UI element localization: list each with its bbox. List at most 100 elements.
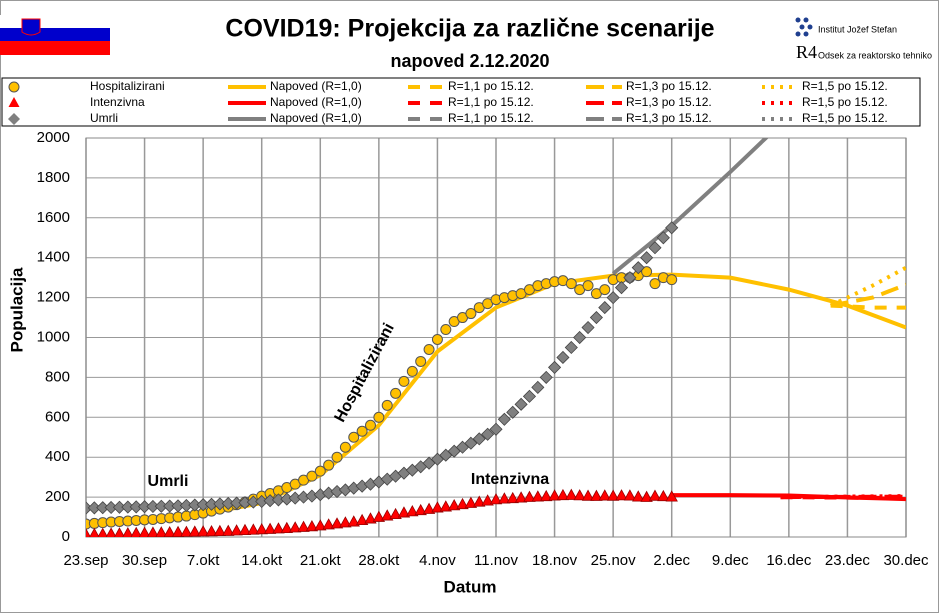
- marker: [498, 492, 511, 504]
- legend-label: Napoved (R=1,0): [270, 79, 362, 93]
- marker: [522, 389, 537, 403]
- marker: [631, 261, 645, 275]
- marker: [565, 488, 578, 500]
- x-tick-label: 11.nov: [474, 552, 518, 569]
- marker: [138, 526, 151, 537]
- legend-label: Intenzivna: [90, 95, 145, 109]
- x-tick-label: 2.dec: [653, 552, 690, 569]
- marker: [556, 488, 570, 501]
- marker: [89, 527, 100, 537]
- marker: [364, 512, 377, 524]
- marker: [539, 370, 553, 384]
- marker: [330, 517, 344, 529]
- legend-label: R=1,3 po 15.12.: [626, 111, 712, 125]
- marker: [272, 522, 285, 534]
- marker: [548, 489, 561, 501]
- x-tick-label: 16.dec: [766, 552, 812, 569]
- marker: [641, 266, 653, 278]
- marker: [381, 399, 393, 411]
- annotation: Umrli: [148, 473, 189, 490]
- marker: [665, 221, 679, 235]
- marker: [640, 490, 653, 502]
- marker: [623, 271, 637, 285]
- chart-subtitle: napoved 2.12.2020: [390, 51, 549, 71]
- marker: [581, 320, 595, 335]
- marker: [356, 425, 368, 437]
- marker: [523, 490, 536, 502]
- marker: [531, 490, 545, 502]
- marker: [289, 521, 302, 533]
- marker: [514, 491, 528, 503]
- x-tick-label: 9.dec: [712, 552, 749, 569]
- marker: [623, 489, 637, 501]
- marker: [398, 375, 410, 387]
- marker: [464, 496, 478, 508]
- marker: [531, 380, 545, 394]
- marker: [339, 441, 351, 453]
- marker: [564, 340, 578, 355]
- marker: [247, 523, 260, 535]
- marker: [180, 525, 193, 537]
- marker: [565, 278, 577, 290]
- x-tick-label: 14.okt: [241, 552, 283, 569]
- y-tick-label: 600: [45, 408, 70, 425]
- marker: [130, 526, 142, 537]
- legend-swatch: [8, 81, 20, 93]
- marker: [465, 308, 477, 320]
- marker: [472, 432, 486, 446]
- x-tick-label: 23.dec: [825, 552, 871, 569]
- marker: [414, 503, 427, 516]
- marker: [497, 412, 511, 426]
- marker: [263, 522, 277, 534]
- marker: [614, 281, 629, 295]
- legend-label: R=1,5 po 15.12.: [802, 111, 888, 125]
- marker: [464, 436, 478, 450]
- marker: [440, 324, 452, 336]
- chart-title: COVID19: Projekcija za različne scenarij…: [225, 15, 714, 43]
- marker: [481, 494, 494, 506]
- x-axis-label: Datum: [444, 577, 497, 596]
- marker: [439, 500, 452, 512]
- marker: [598, 489, 611, 501]
- marker: [589, 310, 603, 325]
- y-tick-label: 1200: [37, 289, 70, 306]
- marker: [548, 360, 562, 374]
- marker: [205, 524, 218, 537]
- logo-mark: R4: [796, 42, 817, 62]
- marker: [573, 489, 586, 501]
- y-tick-label: 800: [45, 368, 70, 385]
- marker: [306, 470, 318, 482]
- marker: [339, 516, 352, 528]
- marker: [397, 506, 411, 518]
- x-tick-label: 7.okt: [187, 552, 220, 569]
- marker: [431, 501, 444, 513]
- marker: [598, 301, 612, 315]
- y-tick-label: 1800: [37, 169, 70, 186]
- marker: [348, 431, 360, 443]
- marker: [582, 280, 594, 292]
- marker: [648, 489, 662, 501]
- marker: [406, 365, 418, 377]
- marker: [381, 509, 394, 521]
- annotation-background: [126, 470, 212, 496]
- legend-label: Hospitalizirani: [90, 79, 165, 93]
- marker: [489, 493, 503, 505]
- marker: [389, 507, 402, 520]
- marker: [255, 522, 268, 535]
- legend-label: R=1,5 po 15.12.: [802, 79, 888, 93]
- marker: [222, 524, 235, 536]
- legend-swatch: [8, 97, 20, 107]
- marker: [422, 502, 436, 514]
- annotation: Intenzivna: [471, 471, 549, 488]
- y-tick-label: 200: [45, 488, 70, 505]
- marker: [372, 510, 386, 522]
- marker: [481, 427, 495, 441]
- y-tick-label: 1600: [37, 209, 70, 226]
- marker: [447, 499, 461, 511]
- y-tick-label: 2000: [37, 129, 70, 146]
- legend-label: R=1,1 po 15.12.: [448, 95, 534, 109]
- marker: [238, 523, 252, 536]
- marker: [114, 527, 125, 537]
- marker: [297, 520, 310, 532]
